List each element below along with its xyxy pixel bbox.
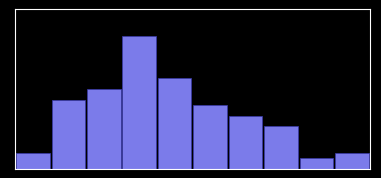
Bar bbox=[158, 78, 192, 169]
Bar bbox=[299, 158, 333, 169]
Bar bbox=[16, 153, 50, 169]
Bar bbox=[87, 89, 121, 169]
Bar bbox=[335, 153, 369, 169]
Bar bbox=[51, 100, 85, 169]
Bar bbox=[122, 36, 156, 169]
Bar bbox=[193, 105, 227, 169]
Bar bbox=[264, 126, 298, 169]
Bar bbox=[229, 116, 263, 169]
